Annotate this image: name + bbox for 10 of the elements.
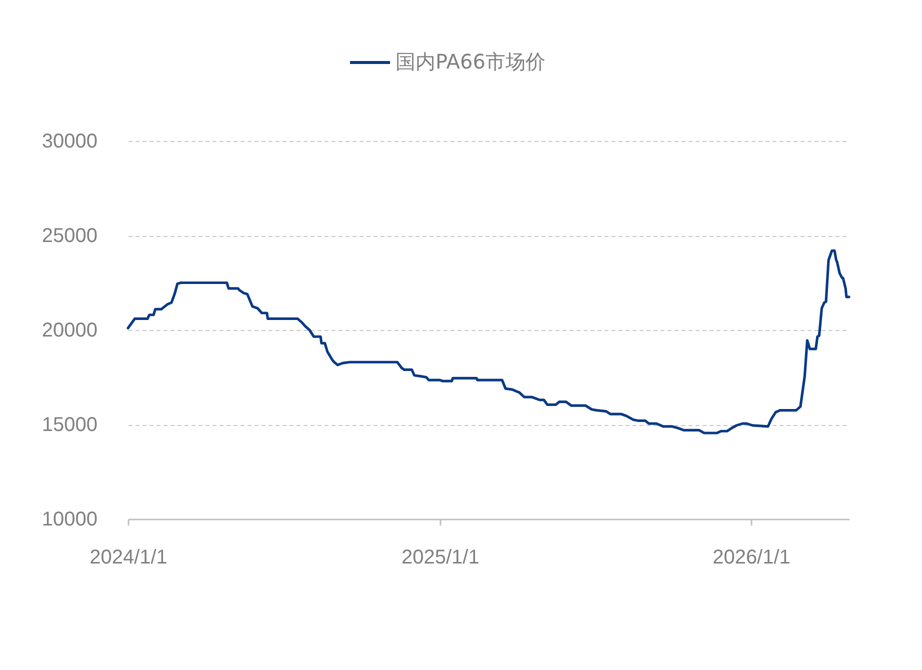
legend-label: 国内PA66市场价 [396,50,546,74]
y-tick-label: 25000 [42,225,98,247]
y-tick-label: 10000 [42,508,98,530]
line-series [126,249,850,434]
x-tick-label: 2025/1/1 [401,546,480,568]
x-tick-label: 2026/1/1 [712,546,790,568]
y-tick-label: 30000 [42,130,98,152]
x-tick-label: 2024/1/1 [90,546,168,568]
y-tick-label: 15000 [42,414,98,436]
y-tick-label: 20000 [42,320,98,342]
